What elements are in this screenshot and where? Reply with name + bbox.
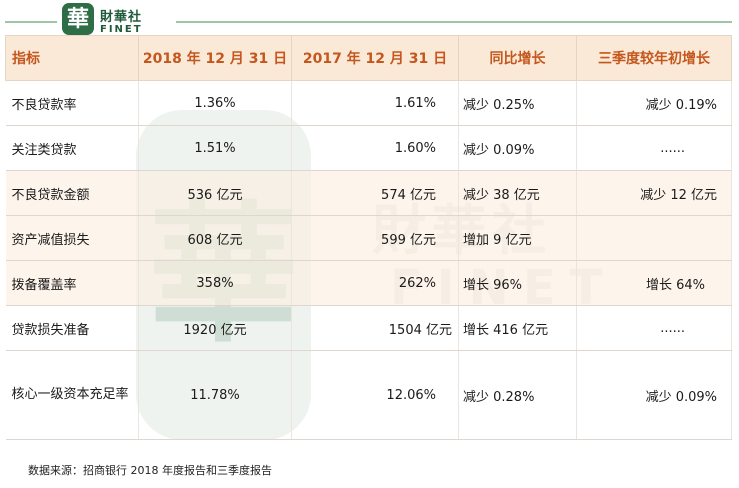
- row-name: 资产减值损失: [5, 215, 139, 261]
- table-row: 关注类贷款 1.51% 1.60% 减少 0.09% ......: [5, 125, 732, 171]
- row-name-text: 核心一级资本充足率: [11, 387, 129, 402]
- value-q3: 减少 12 亿元: [576, 170, 732, 216]
- value-yoy: 减少 0.25%: [458, 80, 577, 126]
- table-row: 核心一级资本充足率 11.78% 12.06% 减少 0.28% 减少 0.09…: [5, 350, 732, 440]
- value-2018: 608 亿元: [138, 215, 292, 261]
- value-q3: ......: [576, 305, 732, 351]
- table-row: 拨备覆盖率 358% 262% 增长 96% 增长 64%: [5, 260, 732, 306]
- value-q3: [576, 215, 732, 261]
- logo-name-cn: 財華社: [100, 10, 143, 25]
- value-yoy: 减少 0.28%: [458, 350, 577, 440]
- header-rule-left: [5, 21, 57, 23]
- value-yoy: 减少 0.09%: [458, 125, 577, 171]
- value-q3: 增长 64%: [576, 260, 732, 306]
- table-row: 贷款损失准备 1920 亿元 1504 亿元 增长 416 亿元 ......: [5, 305, 732, 351]
- value-2017: 1.60%: [291, 125, 459, 171]
- value-yoy: 减少 38 亿元: [458, 170, 577, 216]
- header-2018: 2018 年 12 月 31 日: [138, 35, 292, 81]
- logo-name-en: FINET: [100, 24, 143, 35]
- header-yoy: 同比增长: [458, 35, 577, 81]
- value-yoy: 增长 96%: [458, 260, 577, 306]
- row-name: 不良贷款率: [5, 80, 139, 126]
- row-name: 关注类贷款: [5, 125, 139, 171]
- table-row: 不良贷款金额 536 亿元 574 亿元 减少 38 亿元 减少 12 亿元: [5, 170, 732, 216]
- value-2017: 1.61%: [291, 80, 459, 126]
- value-2018: 1920 亿元: [138, 305, 292, 351]
- value-q3: 减少 0.09%: [576, 350, 732, 440]
- value-2018: 1.36%: [138, 80, 292, 126]
- table-row: 资产减值损失 608 亿元 599 亿元 增加 9 亿元: [5, 215, 732, 261]
- value-2017: 1504 亿元: [291, 305, 459, 351]
- value-yoy: 增加 9 亿元: [458, 215, 577, 261]
- value-q3: 减少 0.19%: [576, 80, 732, 126]
- row-name: 不良贷款金额: [5, 170, 139, 216]
- value-2017: 574 亿元: [291, 170, 459, 216]
- value-yoy: 增长 416 亿元: [458, 305, 577, 351]
- header-2017: 2017 年 12 月 31 日: [291, 35, 459, 81]
- value-2018: 536 亿元: [138, 170, 292, 216]
- value-q3: ......: [576, 125, 732, 171]
- header-indicator: 指标: [5, 35, 139, 81]
- finet-logo: 華 財華社 FINET: [62, 3, 182, 43]
- header-q3-ytd: 三季度较年初增长: [576, 35, 732, 81]
- table-header-row: 指标 2018 年 12 月 31 日 2017 年 12 月 31 日 同比增…: [5, 35, 732, 81]
- value-2018: 1.51%: [138, 125, 292, 171]
- npl-metrics-table: 指标 2018 年 12 月 31 日 2017 年 12 月 31 日 同比增…: [5, 35, 732, 440]
- value-2017: 262%: [291, 260, 459, 306]
- header-rule-right: [176, 21, 732, 23]
- data-source-note: 数据来源：招商银行 2018 年度报告和三季度报告: [28, 464, 272, 477]
- value-2017: 599 亿元: [291, 215, 459, 261]
- table-row: 不良贷款率 1.36% 1.61% 减少 0.25% 减少 0.19%: [5, 80, 732, 126]
- value-2017: 12.06%: [291, 350, 459, 440]
- row-name: 拨备覆盖率: [5, 260, 139, 306]
- value-2018: 358%: [138, 260, 292, 306]
- value-2018: 11.78%: [138, 350, 292, 440]
- row-name: 贷款损失准备: [5, 305, 139, 351]
- row-name: 核心一级资本充足率: [5, 350, 139, 440]
- logo-mark-icon: 華: [62, 3, 94, 35]
